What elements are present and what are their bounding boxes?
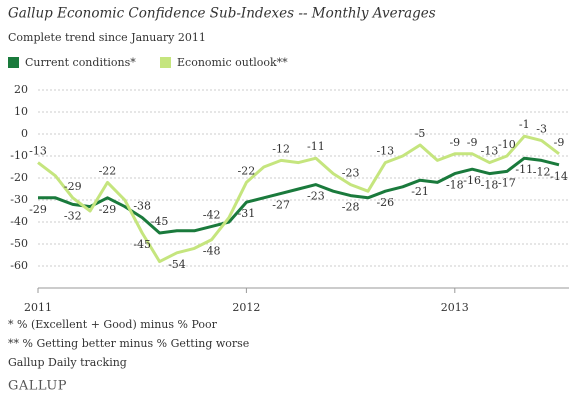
data-label: -9 (449, 136, 460, 149)
data-label: -23 (342, 167, 360, 180)
data-label: -22 (238, 164, 256, 177)
data-label: -5 (415, 127, 426, 140)
data-label: -21 (411, 185, 429, 198)
chart-title: Gallup Economic Confidence Sub-Indexes -… (8, 6, 436, 22)
y-tick-label: -60 (10, 259, 28, 272)
data-label: -11 (307, 140, 325, 153)
data-label: -14 (550, 170, 568, 183)
data-label: -54 (168, 258, 186, 271)
data-label: -13 (376, 145, 394, 158)
data-label: -27 (272, 198, 290, 211)
logo: GALLUP (8, 379, 67, 394)
data-label: -18 (481, 179, 499, 192)
legend-label: Current conditions* (25, 56, 136, 69)
data-label: -42 (203, 208, 221, 221)
data-label: -26 (376, 196, 394, 209)
data-label: -1 (519, 118, 530, 131)
data-label: -18 (446, 179, 464, 192)
data-label: -13 (29, 145, 47, 158)
data-label: -23 (307, 190, 325, 203)
data-label: -9 (467, 136, 478, 149)
data-label: -32 (64, 209, 82, 222)
x-tick-label: 2012 (232, 301, 260, 314)
y-tick-label: -30 (10, 193, 28, 206)
data-label: -3 (536, 123, 547, 136)
data-label: -28 (342, 201, 360, 214)
data-label: -29 (64, 180, 82, 193)
data-label: -48 (203, 245, 221, 258)
legend-swatch (160, 57, 171, 68)
data-label: -31 (238, 207, 256, 220)
series-line (37, 134, 560, 264)
y-tick-label: 20 (14, 83, 28, 96)
data-label: -13 (481, 145, 499, 158)
data-label: -38 (133, 200, 151, 213)
data-label: -12 (533, 165, 551, 178)
footnote: * % (Excellent + Good) minus % Poor (8, 318, 218, 331)
legend-swatch (8, 57, 19, 68)
data-label: -22 (99, 164, 117, 177)
data-label: -45 (151, 215, 169, 228)
data-label: -12 (272, 142, 290, 155)
y-tick-label: 0 (21, 127, 28, 140)
data-label: -29 (29, 203, 47, 216)
data-label: -45 (133, 238, 151, 251)
data-label: -11 (515, 163, 533, 176)
y-tick-label: -20 (10, 171, 28, 184)
y-tick-label: 10 (14, 105, 28, 118)
footnote: ** % Getting better minus % Getting wors… (8, 337, 249, 350)
data-label: -17 (498, 176, 516, 189)
y-tick-label: -50 (10, 237, 28, 250)
footnote: Gallup Daily tracking (8, 356, 127, 369)
x-tick-label: 2011 (24, 301, 52, 314)
x-tick-label: 2013 (441, 301, 469, 314)
data-label: -29 (99, 203, 117, 216)
data-label: -9 (554, 136, 565, 149)
y-tick-label: -40 (10, 215, 28, 228)
legend-label: Economic outlook** (177, 56, 288, 69)
data-label: -10 (498, 138, 516, 151)
y-tick-label: -10 (10, 149, 28, 162)
series-line (38, 156, 560, 235)
data-label: -16 (463, 174, 481, 187)
chart-subtitle: Complete trend since January 2011 (8, 31, 206, 44)
